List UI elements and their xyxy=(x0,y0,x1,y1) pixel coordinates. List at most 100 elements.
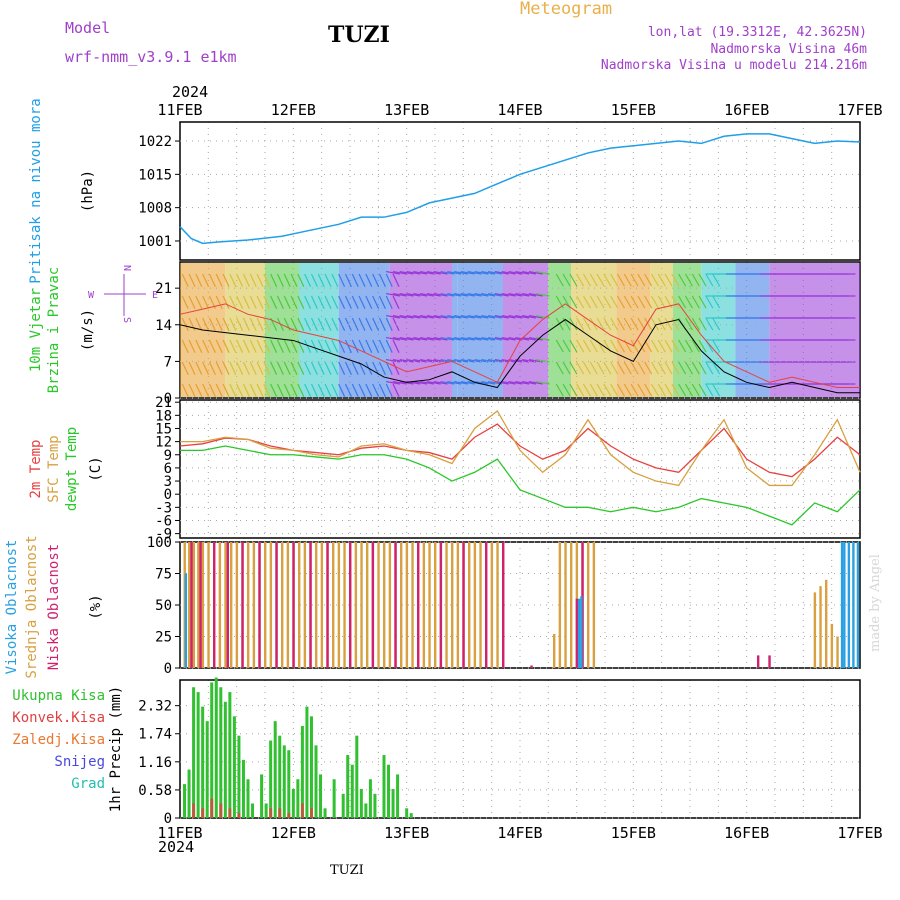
precip-bar xyxy=(309,716,313,818)
wind-arrow xyxy=(229,383,237,397)
wind-arrow xyxy=(582,317,591,331)
wind-arrow xyxy=(637,295,646,309)
x-tick-label-top: 16FEB xyxy=(724,101,769,119)
wind-arrow xyxy=(392,358,407,363)
cloud-bar xyxy=(843,542,846,668)
wind-arrow xyxy=(385,336,400,341)
wind-arrow xyxy=(338,361,346,375)
wind-arrow xyxy=(263,361,271,375)
y-tick-label: 6 xyxy=(164,461,172,477)
precip-bar xyxy=(201,706,205,818)
wind-arrow xyxy=(494,336,509,341)
y-tick-label: 2.32 xyxy=(138,699,172,715)
precip-ylabel: 1hr Precip (mm) xyxy=(108,686,124,812)
wind-arrow xyxy=(664,317,673,331)
wind-arrow xyxy=(283,273,291,287)
wind-arrow xyxy=(474,292,489,297)
wind-arrow xyxy=(698,317,707,331)
wind-arrow xyxy=(712,273,721,287)
cloud-bar xyxy=(326,542,329,668)
pressure-panel: 1001 1008 1015 1022 xyxy=(138,121,861,261)
wind-arrow xyxy=(215,295,223,309)
wind-arrow xyxy=(582,361,591,375)
x-tick-label-bottom: 17FEB xyxy=(837,824,882,842)
wind-arrow xyxy=(385,380,400,385)
wind-arrow xyxy=(460,314,475,319)
cloud-bar xyxy=(383,542,386,668)
wind-speed-line xyxy=(179,318,860,394)
wind-arrow xyxy=(569,383,578,397)
wind-arrow xyxy=(494,292,509,297)
pressure-line xyxy=(179,133,861,245)
wind-arrow xyxy=(331,273,339,287)
wind-arrow xyxy=(331,361,339,375)
wind-arrow xyxy=(365,295,373,309)
wind-arrow xyxy=(521,358,536,363)
wind-arrow xyxy=(623,317,632,331)
precip-conv-bar xyxy=(309,808,313,818)
cloud-bar xyxy=(558,542,562,668)
wind-arrow xyxy=(297,383,305,397)
wind-arrow xyxy=(392,336,407,341)
wind-arrow xyxy=(467,270,482,275)
wind-compass-icon: N W E S xyxy=(88,265,158,323)
wind-arrow xyxy=(691,339,700,353)
wind-arrow xyxy=(576,339,585,353)
wind-arrow xyxy=(385,317,393,331)
wind-ylabel-2: Brzina i Pravac xyxy=(46,267,62,393)
cloud-bar xyxy=(564,542,567,668)
wind-arrow xyxy=(481,336,496,341)
wind-arrow xyxy=(644,383,653,397)
wind-arrow xyxy=(188,339,196,353)
wind-arrow xyxy=(684,361,693,375)
wind-arrow xyxy=(413,314,428,319)
wind-arrow xyxy=(222,383,230,397)
precip-frame xyxy=(179,679,861,819)
wind-arrow xyxy=(351,295,359,309)
wind-arrow xyxy=(372,339,380,353)
cloud-bar xyxy=(400,542,403,668)
cloud-bar xyxy=(275,542,278,668)
cloud-bar xyxy=(502,542,505,668)
wind-arrow xyxy=(249,273,257,287)
cloud-bar xyxy=(496,542,499,668)
cloud-bar xyxy=(428,542,431,668)
cloud-bar xyxy=(852,542,855,668)
wind-arrow xyxy=(610,361,619,375)
wind-arrow xyxy=(521,314,536,319)
wind-arrow xyxy=(290,339,298,353)
wind-arrow xyxy=(650,295,659,309)
precip-legend-item: Konvek.Kisa xyxy=(12,710,105,726)
wind-arrow xyxy=(562,273,571,287)
wind-arrow xyxy=(671,339,680,353)
wind-arrow xyxy=(372,361,380,375)
wind-arrow xyxy=(555,339,564,353)
wind-arrow xyxy=(630,339,639,353)
wind-arrow xyxy=(664,273,673,287)
wind-arrow xyxy=(392,339,400,353)
temp-ylabel-3: (C) xyxy=(88,456,104,481)
wind-arrow xyxy=(338,317,346,331)
cloud-bar xyxy=(343,542,346,668)
cloud-bar xyxy=(332,542,335,668)
wind-arrow xyxy=(698,273,707,287)
wind-arrow xyxy=(222,361,230,375)
wind-arrow xyxy=(705,317,714,331)
wind-arrow xyxy=(331,317,339,331)
wind-arrow xyxy=(310,317,318,331)
precip-bar xyxy=(323,808,327,818)
wind-arrow xyxy=(324,383,332,397)
wind-arrow xyxy=(705,361,714,375)
wind-arrow xyxy=(508,314,523,319)
wind-arrow xyxy=(338,383,346,397)
wind-arrow xyxy=(596,383,605,397)
wind-arrow xyxy=(378,339,386,353)
wind-arrow xyxy=(365,339,373,353)
wind-arrow xyxy=(413,358,428,363)
precip-conv-bar xyxy=(287,813,291,818)
y-tick-label: 0 xyxy=(164,661,172,677)
wind-arrow xyxy=(188,295,196,309)
wind-arrow xyxy=(242,361,250,375)
wind-arrow xyxy=(453,380,468,385)
wind-arrow xyxy=(487,358,502,363)
